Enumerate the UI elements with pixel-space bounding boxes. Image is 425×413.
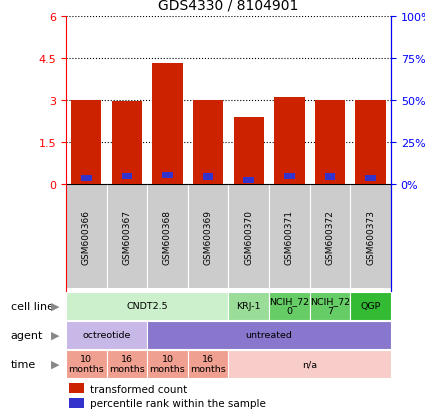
Text: cell line: cell line [11, 301, 54, 311]
Bar [355, 101, 386, 185]
Text: GSM600366: GSM600366 [82, 209, 91, 264]
Bar [188, 350, 229, 378]
Bar [203, 174, 213, 180]
Text: 16
months: 16 months [109, 354, 144, 373]
Bar [310, 292, 350, 320]
Bar [66, 321, 147, 349]
Text: GSM600373: GSM600373 [366, 209, 375, 264]
Text: QGP: QGP [360, 301, 381, 311]
Bar [269, 185, 310, 288]
Text: agent: agent [11, 330, 43, 340]
Text: GSM600368: GSM600368 [163, 209, 172, 264]
Text: octreotide: octreotide [82, 330, 131, 339]
Bar [244, 177, 254, 183]
Bar [162, 173, 173, 179]
Text: GSM600369: GSM600369 [204, 209, 212, 264]
Bar [122, 173, 132, 180]
Title: GDS4330 / 8104901: GDS4330 / 8104901 [158, 0, 299, 12]
Bar [188, 185, 229, 288]
Text: KRJ-1: KRJ-1 [236, 301, 261, 311]
Bar [71, 101, 102, 185]
Bar [350, 185, 391, 288]
Bar [66, 185, 107, 288]
Text: ▶: ▶ [51, 301, 60, 311]
Text: GSM600371: GSM600371 [285, 209, 294, 264]
Bar [229, 350, 391, 378]
Text: n/a: n/a [302, 359, 317, 368]
Bar [66, 350, 107, 378]
Bar [229, 292, 269, 320]
Text: GSM600370: GSM600370 [244, 209, 253, 264]
Bar [81, 175, 91, 181]
Text: time: time [11, 359, 36, 369]
Bar [107, 185, 147, 288]
Bar [274, 98, 305, 185]
Bar [193, 101, 224, 185]
Text: GSM600367: GSM600367 [122, 209, 131, 264]
Text: 10
months: 10 months [68, 354, 104, 373]
Bar [69, 399, 84, 408]
Bar [147, 350, 188, 378]
Bar [228, 185, 269, 288]
Text: 16
months: 16 months [190, 354, 226, 373]
Text: NCIH_72
7: NCIH_72 7 [310, 297, 350, 316]
Bar [284, 173, 295, 180]
Bar [269, 292, 310, 320]
Text: transformed count: transformed count [90, 384, 187, 394]
Text: untreated: untreated [246, 330, 292, 339]
Text: GSM600372: GSM600372 [326, 209, 334, 264]
Bar [147, 185, 188, 288]
Bar [112, 102, 142, 185]
Bar [107, 350, 147, 378]
Text: NCIH_72
0: NCIH_72 0 [269, 297, 309, 316]
Text: ▶: ▶ [51, 359, 60, 369]
Bar [366, 175, 376, 181]
Bar [233, 117, 264, 185]
Bar [66, 292, 229, 320]
Bar [69, 384, 84, 393]
Bar [325, 174, 335, 180]
Text: percentile rank within the sample: percentile rank within the sample [90, 399, 266, 408]
Text: 10
months: 10 months [150, 354, 185, 373]
Bar [147, 321, 391, 349]
Bar [310, 185, 350, 288]
Text: ▶: ▶ [51, 330, 60, 340]
Bar [315, 101, 345, 185]
Bar [350, 292, 391, 320]
Text: CNDT2.5: CNDT2.5 [126, 301, 168, 311]
Bar [152, 64, 183, 185]
